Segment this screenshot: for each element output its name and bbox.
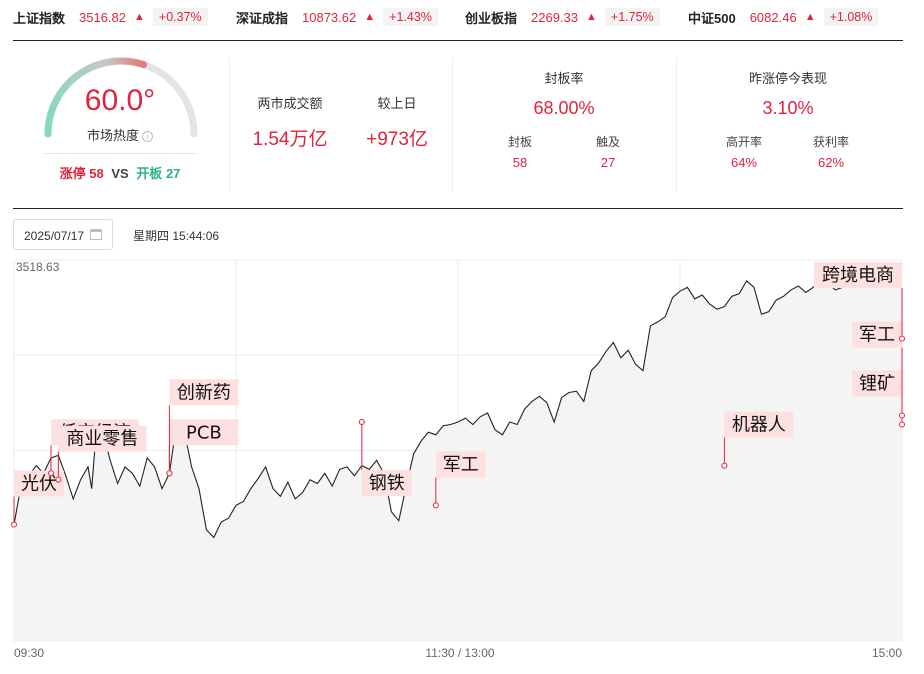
- stats-divider: [452, 58, 453, 192]
- ticker-name: 深证成指: [236, 10, 289, 26]
- profit-label: 获利率: [812, 135, 849, 149]
- annotation-tag-label: PCB: [186, 422, 222, 443]
- seal-rate-label: 封板率: [544, 71, 584, 86]
- turnover-value: 1.54万亿: [252, 129, 328, 150]
- turnover-vs-label: 较上日: [377, 96, 417, 111]
- ticker-value: 6082.46: [749, 9, 797, 25]
- info-icon[interactable]: i: [142, 131, 153, 143]
- up-arrow-icon: ▲: [586, 11, 597, 23]
- annotation-dot: [899, 421, 905, 428]
- annotation-tag-bg: [724, 411, 794, 438]
- annotation-tag-label: 机器人: [732, 415, 786, 436]
- annotation-tag-bg: [814, 262, 902, 288]
- annotation-tag-bg: [169, 379, 239, 406]
- ticker-shenzhen[interactable]: 深证成指 10873.62 ▲ +1.43%: [236, 7, 438, 27]
- annotation-dot: [432, 502, 439, 509]
- ticker-change: +1.08%: [823, 8, 879, 26]
- ticker-value: 3516.82: [79, 9, 127, 25]
- date-picker[interactable]: 2025/07/17: [13, 219, 113, 250]
- open-board-label: 开板: [136, 166, 163, 181]
- annotation-dot: [721, 462, 728, 469]
- gauge-fill: [44, 57, 148, 138]
- ticker-value: 10873.62: [302, 9, 357, 25]
- annotation-tag-label: 锂矿: [859, 374, 895, 395]
- heat-label-row: 市场热度 i: [40, 125, 200, 144]
- annotation-tag-bg: [852, 321, 902, 348]
- ticker-csi500[interactable]: 中证500 6082.46 ▲ +1.08%: [688, 7, 879, 27]
- limit-up-vs-open: 涨停 58 VS 开板 27: [40, 163, 200, 182]
- annotation-tag-bg: [169, 419, 239, 446]
- heat-value: 60.0°: [84, 84, 156, 117]
- annotation-tag-bg: [852, 370, 902, 397]
- y-axis-max-label: 3518.63: [16, 260, 60, 274]
- turnover-label: 两市成交额: [257, 96, 323, 111]
- ticker-name: 上证指数: [13, 10, 66, 26]
- profit-value: 62%: [817, 155, 845, 170]
- annotation-tag-label: 创新药: [177, 382, 231, 403]
- annotation-tag-label: 钢铁: [369, 473, 405, 494]
- touched-label: 触及: [595, 135, 620, 149]
- ticker-value: 2269.33: [531, 9, 579, 25]
- touched-value: 27: [600, 155, 616, 170]
- annotation-tag-label: 光伏: [21, 474, 57, 495]
- annotation-dot: [358, 418, 365, 425]
- stats-divider: [676, 58, 677, 192]
- ticker-shanghai[interactable]: 上证指数 3516.82 ▲ +0.37%: [13, 7, 208, 27]
- x-axis-tick-label: 11:30 / 13:00: [425, 646, 494, 660]
- ticker-name: 创业板指: [465, 10, 518, 26]
- x-axis-tick-label: 09:30: [14, 646, 44, 660]
- seal-rate-value: 68.00%: [533, 98, 595, 118]
- annotation-dot: [899, 412, 905, 419]
- annotation-tag-label: 军工: [859, 325, 895, 346]
- market-heat-gauge: [44, 57, 198, 138]
- gauge-separator: [44, 153, 198, 154]
- annotation-tag-label: 商业零售: [66, 429, 138, 450]
- date-value: 2025/07/17: [24, 229, 85, 243]
- yesterday-value: 3.10%: [762, 98, 814, 118]
- up-arrow-icon: ▲: [134, 11, 145, 23]
- limit-up-count: 58: [89, 166, 104, 181]
- up-arrow-icon: ▲: [804, 11, 816, 23]
- x-axis-tick-label: 15:00: [872, 646, 902, 660]
- high-open-label: 高开率: [725, 135, 762, 149]
- sealed-label: 封板: [507, 135, 532, 149]
- ticker-change: +1.75%: [604, 8, 660, 26]
- top-divider: [13, 40, 903, 41]
- ticker-change: +0.37%: [152, 8, 208, 26]
- annotation-tag-bg: [14, 470, 64, 497]
- yesterday-label: 昨涨停今表现: [748, 71, 827, 86]
- weekday-time: 星期四 15:44:06: [133, 229, 220, 243]
- stats-divider-bottom: [13, 208, 903, 209]
- vs-text: VS: [111, 166, 129, 181]
- annotation-dot: [48, 470, 54, 477]
- turnover-vs-value: +973亿: [366, 129, 428, 150]
- index-line: [13, 262, 903, 539]
- ticker-chinext[interactable]: 创业板指 2269.33 ▲ +1.75%: [465, 7, 660, 27]
- annotation-tag-bg: [58, 425, 147, 452]
- calendar-icon[interactable]: [90, 229, 102, 240]
- open-board-count: 27: [165, 166, 181, 181]
- annotation-tag-bg: [435, 451, 486, 478]
- sealed-value: 58: [512, 155, 528, 170]
- up-arrow-icon: ▲: [364, 11, 376, 23]
- annotation-tag-bg: [361, 469, 412, 496]
- annotation-dot: [11, 521, 17, 528]
- annotation-tag-label: 军工: [443, 454, 479, 475]
- limit-up-label: 涨停: [59, 166, 86, 181]
- stats-divider: [229, 58, 230, 192]
- heat-label: 市场热度: [86, 128, 139, 143]
- ticker-name: 中证500: [688, 10, 736, 26]
- annotation-dot: [55, 476, 62, 483]
- annotation-dot: [166, 470, 173, 477]
- annotation-tag-label: 跨境电商: [822, 265, 894, 286]
- ticker-change: +1.43%: [383, 8, 438, 26]
- annotation-dot: [899, 335, 905, 342]
- high-open-value: 64%: [730, 155, 758, 170]
- index-ticker-bar: 上证指数 3516.82 ▲ +0.37% 深证成指 10873.62 ▲ +1…: [0, 0, 924, 34]
